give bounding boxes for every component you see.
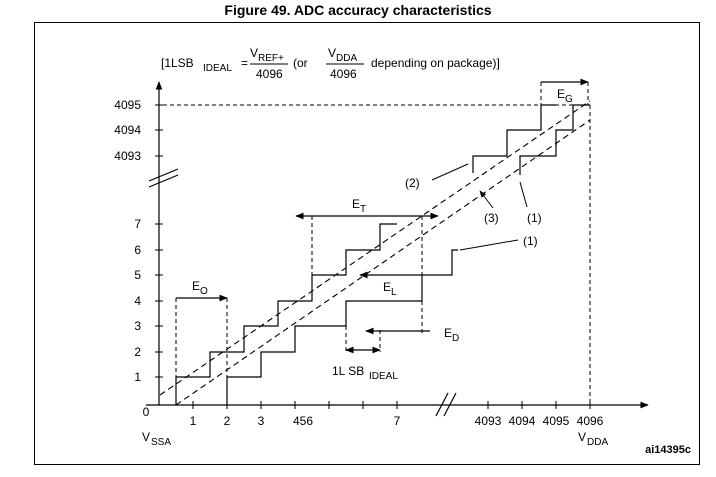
formula-num2-v: V bbox=[328, 46, 336, 60]
formula-equals: = bbox=[241, 56, 248, 70]
leader-1-lower bbox=[459, 239, 519, 251]
y-axis-break-line bbox=[148, 168, 179, 182]
x-axis-break-line bbox=[435, 392, 449, 417]
lsb-formula: [1LSB IDEAL = V REF+ 4096 (or V DDA 4096… bbox=[161, 46, 500, 81]
formula-or: (or bbox=[293, 56, 308, 70]
ed-label-main: E bbox=[444, 326, 452, 340]
eg-label-main: E bbox=[557, 87, 565, 101]
y-label: 5 bbox=[134, 268, 141, 282]
vssa-label-sub: SSA bbox=[151, 437, 171, 448]
x-label: 3 bbox=[258, 414, 265, 428]
formula-den2: 4096 bbox=[330, 67, 357, 81]
y-label: 3 bbox=[134, 319, 141, 333]
x-label: 4093 bbox=[475, 414, 502, 428]
x-label: 2 bbox=[224, 414, 231, 428]
y-label: 7 bbox=[134, 217, 141, 231]
y-ticks bbox=[155, 104, 163, 378]
ref-label-1-lower: (1) bbox=[523, 234, 538, 248]
full-scale-guides bbox=[163, 104, 591, 401]
ideal-center-line bbox=[159, 100, 591, 396]
vdda-label-v: V bbox=[578, 430, 586, 444]
ideal-transfer-curve bbox=[175, 104, 556, 405]
curve-ref-labels: (2) (3) (1) (1) bbox=[405, 176, 542, 248]
x-ticks bbox=[192, 401, 591, 409]
leader-2 bbox=[431, 163, 469, 181]
x-labels: 0 1 2 3 456 7 4093 4094 4095 4096 bbox=[143, 405, 604, 428]
x-origin-label: 0 bbox=[143, 405, 150, 419]
x-label: 456 bbox=[293, 414, 313, 428]
lsb-ideal-label-sub: IDEAL bbox=[369, 371, 398, 382]
lsb-ideal-label-main: 1L SB bbox=[332, 364, 364, 378]
formula-num1-sub: REF+ bbox=[258, 53, 284, 64]
actual-transfer-curve bbox=[226, 104, 590, 405]
y-label: 2 bbox=[134, 345, 141, 359]
eo-label-sub: O bbox=[200, 286, 208, 297]
doc-reference: ai14395c bbox=[645, 444, 691, 456]
vssa-label-v: V bbox=[142, 430, 150, 444]
figure-frame bbox=[34, 22, 700, 465]
et-label-main: E bbox=[352, 197, 360, 211]
ref-label-1-upper: (1) bbox=[527, 211, 542, 225]
ed-label-sub: D bbox=[452, 333, 459, 344]
el-label-main: E bbox=[383, 280, 391, 294]
leader-3 bbox=[479, 190, 494, 209]
axis-breaks bbox=[148, 168, 457, 417]
y-labels: 4095 4094 4093 7 6 5 4 3 2 1 bbox=[114, 98, 141, 384]
y-label: 4095 bbox=[114, 98, 141, 112]
curve-leaders bbox=[431, 163, 528, 251]
vdda-label-sub: DDA bbox=[587, 437, 608, 448]
x-label: 4094 bbox=[509, 414, 536, 428]
formula-num2-sub: DDA bbox=[336, 53, 357, 64]
formula-den1: 4096 bbox=[256, 67, 283, 81]
el-label-sub: L bbox=[391, 287, 397, 298]
formula-open: [1LSB bbox=[161, 56, 194, 70]
x-label: 1 bbox=[190, 414, 197, 428]
formula-ideal-sub: IDEAL bbox=[203, 63, 232, 74]
x-label: 4096 bbox=[577, 414, 604, 428]
y-label: 6 bbox=[134, 243, 141, 257]
leader-1-upper bbox=[519, 181, 528, 208]
eo-label-main: E bbox=[192, 279, 200, 293]
end-point-correlation-line bbox=[175, 119, 591, 406]
x-axis-break-line bbox=[443, 392, 457, 417]
error-arrows bbox=[176, 78, 589, 354]
figure-title: Figure 49. ADC accuracy characteristics bbox=[224, 2, 492, 18]
formula-num1-v: V bbox=[250, 46, 258, 60]
y-label: 4093 bbox=[114, 149, 141, 163]
ref-label-3: (3) bbox=[484, 211, 499, 225]
et-label-sub: T bbox=[360, 204, 366, 215]
center-lines bbox=[159, 100, 591, 406]
ref-label-2: (2) bbox=[405, 176, 420, 190]
x-label: 7 bbox=[394, 414, 401, 428]
x-label: 4095 bbox=[543, 414, 570, 428]
formula-close: depending on package)] bbox=[371, 56, 500, 70]
y-axis-break-line bbox=[148, 174, 179, 188]
eg-label-sub: G bbox=[565, 94, 573, 105]
y-label: 4094 bbox=[114, 123, 141, 137]
y-label: 4 bbox=[134, 294, 141, 308]
error-labels: E O E T E L E D E G 1L SB IDEAL bbox=[192, 87, 573, 382]
y-label: 1 bbox=[134, 370, 141, 384]
